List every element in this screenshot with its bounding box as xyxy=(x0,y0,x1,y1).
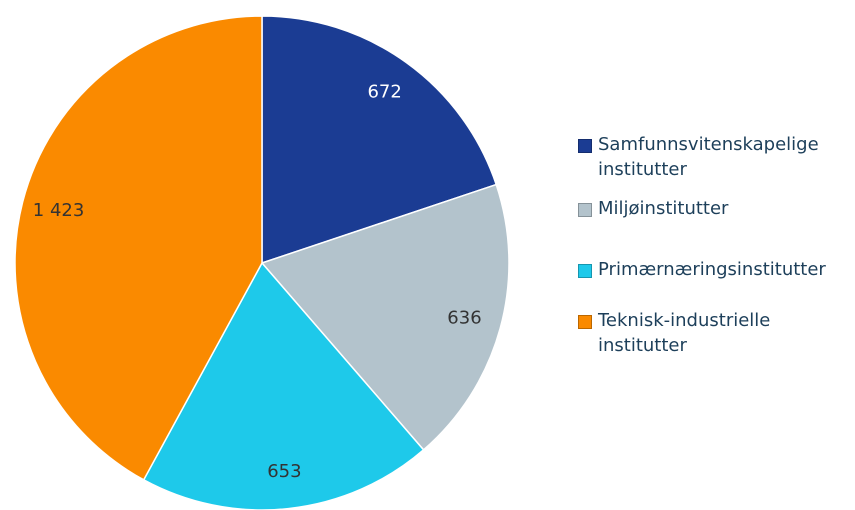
legend-label: Samfunnsvitenskapelige institutter xyxy=(598,134,819,180)
legend: Samfunnsvitenskapelige institutter Miljøi… xyxy=(578,132,848,372)
legend-item: Miljøinstitutter xyxy=(578,196,848,221)
pie-slice xyxy=(142,261,425,510)
legend-item: Teknisk-industrielle institutter xyxy=(578,308,848,358)
chart: 672 636 653 1 423 xyxy=(14,15,510,510)
data-label: 636 xyxy=(447,307,481,328)
legend-swatch xyxy=(578,139,592,153)
legend-label: Teknisk-industrielle institutter xyxy=(598,310,771,356)
legend-item: Samfunnsvitenskapelige institutter xyxy=(578,132,848,182)
data-label: 672 xyxy=(367,82,401,103)
data-label: 1 423 xyxy=(33,200,85,221)
pie-slice xyxy=(261,15,498,265)
legend-swatch xyxy=(578,264,592,278)
pie-slice xyxy=(260,183,510,451)
legend-item: Primærnæringsinstitutter xyxy=(578,257,848,282)
data-label: 653 xyxy=(267,461,301,482)
legend-label: Primærnæringsinstitutter xyxy=(598,259,826,280)
legend-swatch xyxy=(578,315,592,329)
pie-slice xyxy=(14,15,263,481)
legend-swatch xyxy=(578,203,592,217)
legend-label: Miljøinstitutter xyxy=(598,198,729,219)
